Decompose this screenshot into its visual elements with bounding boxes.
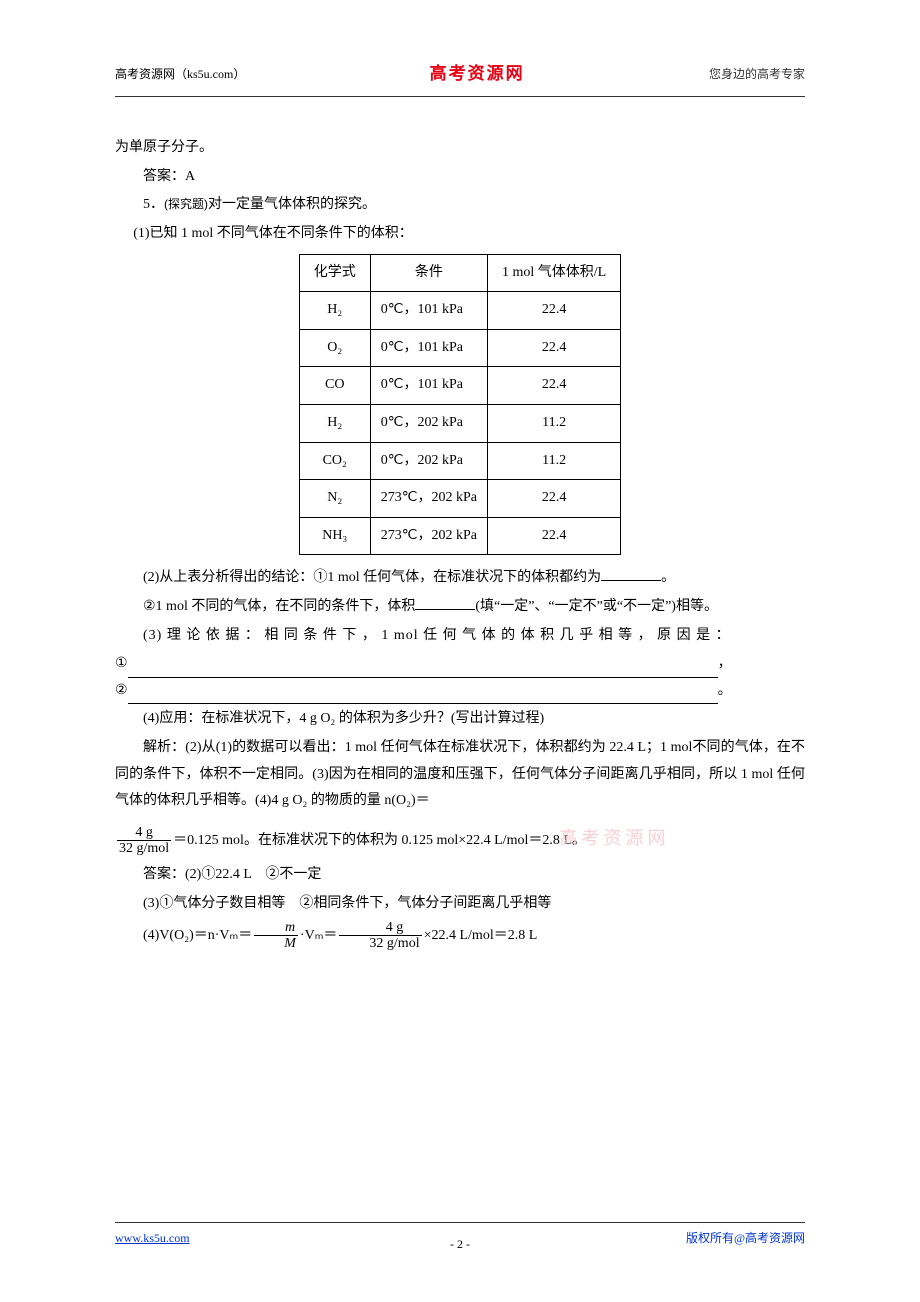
q5-number: 5． (143, 197, 164, 212)
answer-5-4: (4)V(O₂)＝n·Vₘ＝ m M ·Vₘ＝ 4 g 32 g/mol ×22… (115, 919, 805, 953)
blank-line (128, 661, 718, 678)
cell-volume: 22.4 (488, 517, 621, 555)
circled-1: ① (115, 656, 128, 671)
cell-formula: CO₂ (299, 442, 370, 480)
cell-volume: 11.2 (488, 442, 621, 480)
ans5-4-c: ×22.4 L/mol＝2.8 L (424, 928, 538, 943)
fraction-3: 4 g 32 g/mol (337, 920, 423, 952)
answer-4: 答案：A (115, 164, 805, 191)
explanation-a: 解析：(2)从(1)的数据可以看出：1 mol 任何气体在标准状况下，体积都约为… (115, 735, 805, 815)
blank-fill (601, 566, 661, 581)
fraction-2: m M (252, 920, 300, 952)
cell-condition: 0℃，101 kPa (370, 367, 487, 405)
cell-condition: 0℃，101 kPa (370, 292, 487, 330)
ans5-4-b: ·Vₘ＝ (300, 928, 338, 943)
col-volume: 1 mol 气体体积/L (488, 254, 621, 292)
col-condition: 条件 (370, 254, 487, 292)
header-center-logo: 高考资源网 (430, 58, 525, 90)
page-header: 高考资源网（ks5u.com） 高考资源网 您身边的高考专家 (115, 58, 805, 97)
table-row: NH₃273℃，202 kPa22.4 (299, 517, 620, 555)
cell-condition: 0℃，202 kPa (370, 442, 487, 480)
blank-fill (415, 595, 475, 610)
cell-volume: 22.4 (488, 367, 621, 405)
header-left: 高考资源网（ks5u.com） (115, 63, 245, 86)
table-row: N₂273℃，202 kPa22.4 (299, 480, 620, 518)
frac2-num: m (254, 920, 298, 936)
fraction-1: 4 g 32 g/mol (115, 825, 173, 857)
q5-2b-a: ②1 mol 不同的气体，在不同的条件下，体积 (143, 599, 415, 614)
cell-condition: 273℃，202 kPa (370, 517, 487, 555)
explanation-frac-line: 4 g 32 g/mol ＝0.125 mol。在标准状况下的体积为 0.125… (115, 817, 805, 860)
header-right: 您身边的高考专家 (709, 63, 805, 86)
circled-2: ② (115, 683, 128, 698)
footer-copyright: 版权所有@高考资源网 (686, 1227, 805, 1250)
continuation-line: 为单原子分子。 (115, 135, 805, 162)
cell-volume: 11.2 (488, 405, 621, 443)
frac3-num: 4 g (339, 920, 421, 936)
q5-part3-lead: (3) 理 论 依 据 ： 相 同 条 件 下 ， 1 mol 任 何 气 体 … (115, 623, 805, 650)
cell-volume: 22.4 (488, 329, 621, 367)
q5-3-line1: ①， (115, 651, 805, 678)
frac3-den: 32 g/mol (339, 936, 421, 951)
frac1-den: 32 g/mol (117, 841, 171, 856)
table-header-row: 化学式 条件 1 mol 气体体积/L (299, 254, 620, 292)
cell-formula: O₂ (299, 329, 370, 367)
table-row: H₂0℃，101 kPa22.4 (299, 292, 620, 330)
q5-2b-b: (填“一定”、“一定不”或“不一定”)相等。 (475, 599, 718, 614)
q5-part2b: ②1 mol 不同的气体，在不同的条件下，体积 (填“一定”、“一定不”或“不一定… (115, 594, 805, 621)
cell-volume: 22.4 (488, 480, 621, 518)
q5-part4: (4)应用：在标准状况下，4 g O₂ 的体积为多少升？(写出计算过程) (115, 706, 805, 733)
blank-line (128, 688, 718, 705)
cell-condition: 273℃，202 kPa (370, 480, 487, 518)
ans5-4-a: (4)V(O₂)＝n·Vₘ＝ (143, 928, 252, 943)
q5-part2a: (2)从上表分析得出的结论：①1 mol 任何气体，在标准状况下的体积都约为 。 (115, 565, 805, 592)
answer-5-2: 答案：(2)①22.4 L ②不一定 (115, 862, 805, 889)
footer-page-number: - 2 - (450, 1233, 470, 1256)
col-formula: 化学式 (299, 254, 370, 292)
question-5-lead: 5．(探究题)对一定量气体体积的探究。 (115, 192, 805, 219)
q5-2a-end: 。 (661, 570, 675, 585)
q5-rest: 对一定量气体体积的探究。 (208, 197, 376, 212)
cell-formula: H₂ (299, 405, 370, 443)
cell-formula: H₂ (299, 292, 370, 330)
document-body: 为单原子分子。 答案：A 5．(探究题)对一定量气体体积的探究。 (1)已知 1… (115, 135, 805, 952)
footer-url: www.ks5u.com (115, 1227, 190, 1250)
q5-part1: (1)已知 1 mol 不同气体在不同条件下的体积： (115, 221, 805, 248)
answer-5-3: (3)①气体分子数目相等 ②相同条件下，气体分子间距离几乎相等 (115, 891, 805, 918)
cell-volume: 22.4 (488, 292, 621, 330)
table-row: O₂0℃，101 kPa22.4 (299, 329, 620, 367)
q5-2a-text: (2)从上表分析得出的结论：①1 mol 任何气体，在标准状况下的体积都约为 (143, 570, 601, 585)
explanation-b: ＝0.125 mol。在标准状况下的体积为 0.125 mol×22.4 L/m… (173, 833, 586, 848)
cell-formula: NH₃ (299, 517, 370, 555)
q5-3-line2: ②。 (115, 678, 805, 705)
cell-formula: N₂ (299, 480, 370, 518)
cell-formula: CO (299, 367, 370, 405)
table-row: CO₂0℃，202 kPa11.2 (299, 442, 620, 480)
comma: ， (718, 656, 732, 671)
q5-tag: (探究题) (164, 197, 208, 211)
period: 。 (718, 683, 732, 698)
table-row: H₂0℃，202 kPa11.2 (299, 405, 620, 443)
frac1-num: 4 g (117, 825, 171, 841)
gas-volume-table: 化学式 条件 1 mol 气体体积/L H₂0℃，101 kPa22.4O₂0℃… (299, 254, 621, 556)
cell-condition: 0℃，202 kPa (370, 405, 487, 443)
cell-condition: 0℃，101 kPa (370, 329, 487, 367)
frac2-den: M (254, 936, 298, 951)
table-row: CO0℃，101 kPa22.4 (299, 367, 620, 405)
page-footer: www.ks5u.com - 2 - 版权所有@高考资源网 (115, 1222, 805, 1250)
